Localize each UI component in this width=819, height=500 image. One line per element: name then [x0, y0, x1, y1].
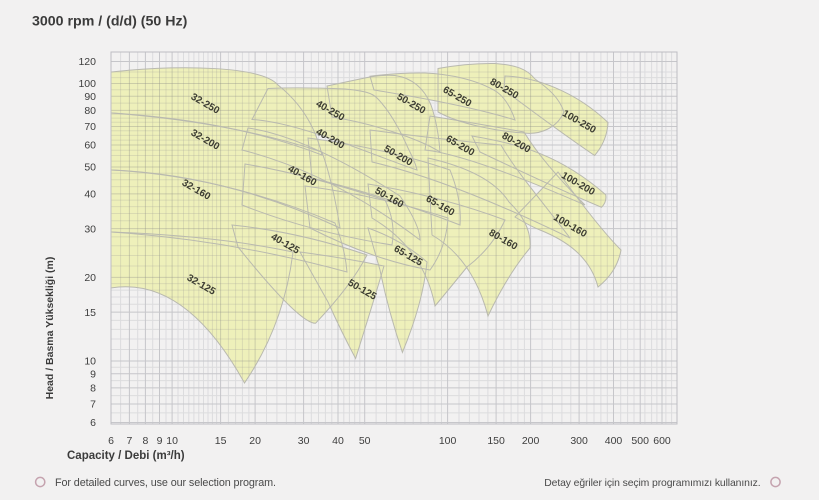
svg-text:8: 8	[90, 383, 96, 395]
svg-text:30: 30	[298, 435, 310, 447]
svg-text:3000 rpm / (d/d) (50 Hz): 3000 rpm / (d/d) (50 Hz)	[32, 14, 188, 30]
svg-text:6: 6	[108, 435, 114, 447]
svg-text:300: 300	[570, 435, 588, 447]
svg-text:Head / Basma Yüksekliği (m): Head / Basma Yüksekliği (m)	[44, 257, 56, 400]
svg-text:40: 40	[84, 189, 96, 201]
svg-text:7: 7	[126, 435, 132, 447]
svg-text:15: 15	[215, 435, 227, 447]
svg-text:6: 6	[90, 417, 96, 429]
svg-text:9: 9	[157, 435, 163, 447]
svg-text:Detay eğriler için seçim progr: Detay eğriler için seçim programımızı ku…	[544, 478, 760, 489]
svg-text:200: 200	[522, 435, 540, 447]
svg-text:10: 10	[84, 356, 96, 368]
svg-text:Capacity / Debi (m³/h): Capacity / Debi (m³/h)	[67, 450, 185, 462]
svg-text:90: 90	[84, 91, 96, 103]
svg-text:15: 15	[84, 307, 96, 319]
svg-text:70: 70	[84, 121, 96, 133]
svg-text:For detailed curves, use our s: For detailed curves, use our selection p…	[55, 477, 276, 489]
svg-text:400: 400	[605, 435, 623, 447]
svg-text:40: 40	[332, 435, 344, 447]
svg-text:9: 9	[90, 368, 96, 380]
svg-text:120: 120	[78, 56, 96, 68]
svg-text:150: 150	[487, 435, 505, 447]
svg-text:80: 80	[84, 105, 96, 117]
svg-text:600: 600	[653, 435, 671, 447]
svg-text:20: 20	[249, 435, 261, 447]
svg-text:100: 100	[78, 78, 96, 90]
svg-text:7: 7	[90, 399, 96, 411]
svg-text:20: 20	[84, 272, 96, 284]
svg-text:30: 30	[84, 223, 96, 235]
svg-text:50: 50	[84, 162, 96, 174]
svg-text:50: 50	[359, 435, 371, 447]
svg-text:8: 8	[142, 435, 148, 447]
svg-text:60: 60	[84, 140, 96, 152]
svg-text:500: 500	[631, 435, 649, 447]
svg-text:100: 100	[439, 435, 457, 447]
svg-text:10: 10	[166, 435, 178, 447]
